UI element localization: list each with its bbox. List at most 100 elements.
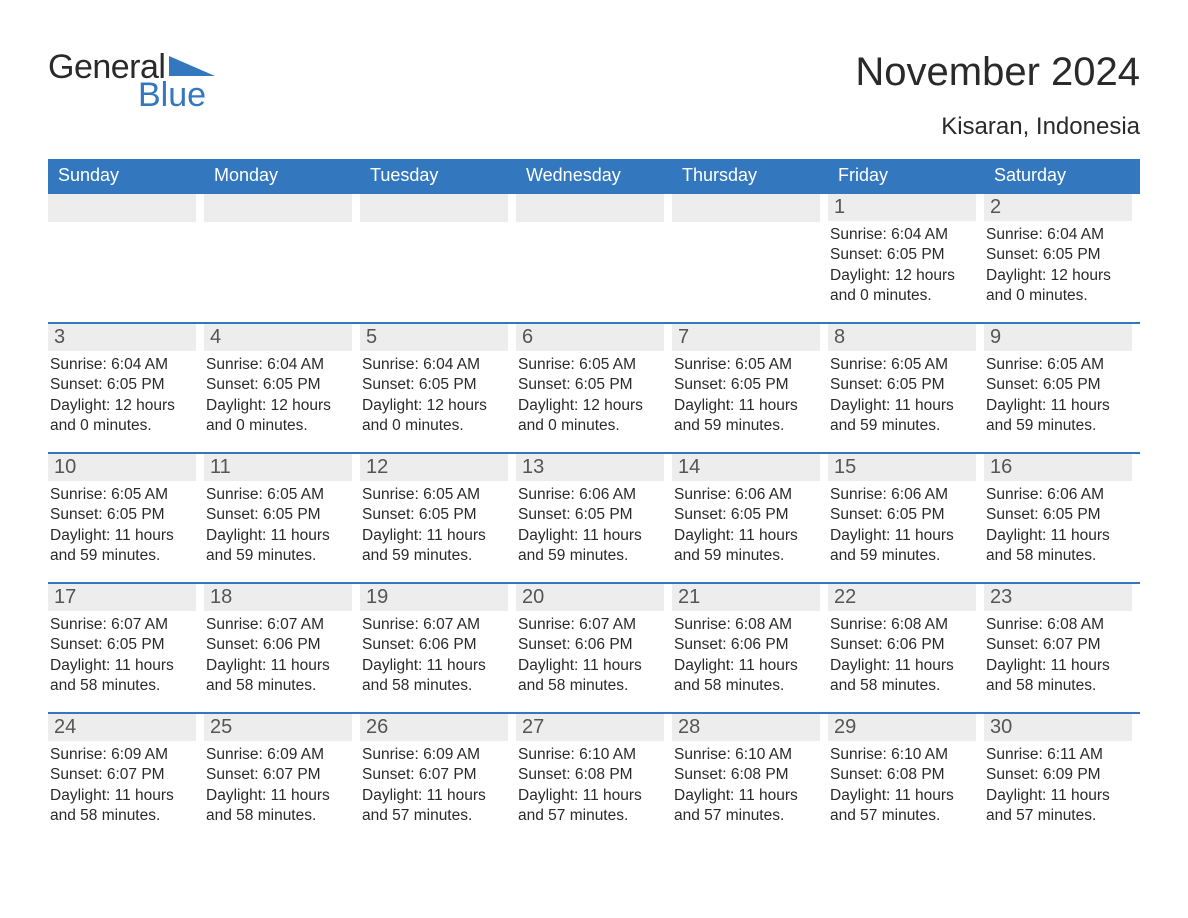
- sunset-line: Sunset: 6:05 PM: [830, 375, 974, 395]
- daylight-line: Daylight: 12 hours and 0 minutes.: [986, 266, 1130, 307]
- daylight-line: Daylight: 11 hours and 57 minutes.: [518, 786, 662, 827]
- sunset-line: Sunset: 6:08 PM: [830, 765, 974, 785]
- sunset-line: Sunset: 6:05 PM: [986, 245, 1130, 265]
- day-number-band: 17: [48, 584, 196, 611]
- day-details: Sunrise: 6:08 AMSunset: 6:07 PMDaylight:…: [984, 611, 1132, 697]
- sunset-line: Sunset: 6:06 PM: [362, 635, 506, 655]
- day-cell: [360, 194, 516, 322]
- day-number: 3: [54, 326, 65, 348]
- day-number-band: 10: [48, 454, 196, 481]
- day-cell: 24Sunrise: 6:09 AMSunset: 6:07 PMDayligh…: [48, 714, 204, 842]
- day-number: 9: [990, 326, 1001, 348]
- sunset-line: Sunset: 6:06 PM: [674, 635, 818, 655]
- sunrise-line: Sunrise: 6:11 AM: [986, 745, 1130, 765]
- day-cell: 15Sunrise: 6:06 AMSunset: 6:05 PMDayligh…: [828, 454, 984, 582]
- day-details: Sunrise: 6:07 AMSunset: 6:06 PMDaylight:…: [516, 611, 664, 697]
- daylight-line: Daylight: 11 hours and 58 minutes.: [986, 656, 1130, 697]
- sunrise-line: Sunrise: 6:09 AM: [362, 745, 506, 765]
- weeks-container: 1Sunrise: 6:04 AMSunset: 6:05 PMDaylight…: [48, 192, 1140, 842]
- sunrise-line: Sunrise: 6:07 AM: [206, 615, 350, 635]
- daylight-line: Daylight: 11 hours and 59 minutes.: [518, 526, 662, 567]
- sunrise-line: Sunrise: 6:05 AM: [674, 355, 818, 375]
- sunrise-line: Sunrise: 6:10 AM: [518, 745, 662, 765]
- sunset-line: Sunset: 6:06 PM: [206, 635, 350, 655]
- calendar: SundayMondayTuesdayWednesdayThursdayFrid…: [48, 159, 1140, 842]
- sunset-line: Sunset: 6:05 PM: [986, 375, 1130, 395]
- daylight-line: Daylight: 11 hours and 58 minutes.: [830, 656, 974, 697]
- day-number: 5: [366, 326, 377, 348]
- day-details: Sunrise: 6:05 AMSunset: 6:05 PMDaylight:…: [48, 481, 196, 567]
- day-cell: [204, 194, 360, 322]
- sunrise-line: Sunrise: 6:05 AM: [518, 355, 662, 375]
- sunset-line: Sunset: 6:05 PM: [986, 505, 1130, 525]
- empty-day-band: [204, 194, 352, 222]
- daylight-line: Daylight: 12 hours and 0 minutes.: [362, 396, 506, 437]
- day-number-band: 14: [672, 454, 820, 481]
- day-details: Sunrise: 6:09 AMSunset: 6:07 PMDaylight:…: [204, 741, 352, 827]
- day-number: 27: [522, 716, 544, 738]
- daylight-line: Daylight: 12 hours and 0 minutes.: [206, 396, 350, 437]
- sunrise-line: Sunrise: 6:06 AM: [674, 485, 818, 505]
- location: Kisaran, Indonesia: [855, 113, 1140, 141]
- day-details: Sunrise: 6:05 AMSunset: 6:05 PMDaylight:…: [984, 351, 1132, 437]
- sunset-line: Sunset: 6:05 PM: [50, 505, 194, 525]
- day-number: 23: [990, 586, 1012, 608]
- day-number: 11: [210, 456, 231, 478]
- day-details: Sunrise: 6:10 AMSunset: 6:08 PMDaylight:…: [672, 741, 820, 827]
- sunrise-line: Sunrise: 6:04 AM: [986, 225, 1130, 245]
- day-number-band: 19: [360, 584, 508, 611]
- day-number: 17: [54, 586, 76, 608]
- day-number: 16: [990, 456, 1012, 478]
- day-cell: 8Sunrise: 6:05 AMSunset: 6:05 PMDaylight…: [828, 324, 984, 452]
- sunset-line: Sunset: 6:07 PM: [986, 635, 1130, 655]
- day-cell: 27 Sunrise: 6:10 AMSunset: 6:08 PMDayligh…: [516, 714, 672, 842]
- day-cell: 3Sunrise: 6:04 AMSunset: 6:05 PMDaylight…: [48, 324, 204, 452]
- sunrise-line: Sunrise: 6:05 AM: [50, 485, 194, 505]
- sunrise-line: Sunrise: 6:04 AM: [206, 355, 350, 375]
- sunrise-line: Sunrise: 6:07 AM: [518, 615, 662, 635]
- day-details: Sunrise: 6:04 AMSunset: 6:05 PMDaylight:…: [828, 221, 976, 307]
- calendar-page: General Blue November 2024 Kisaran, Indo…: [0, 0, 1188, 918]
- sunrise-line: Sunrise: 6:08 AM: [986, 615, 1130, 635]
- daylight-line: Daylight: 11 hours and 57 minutes.: [830, 786, 974, 827]
- day-cell: 26Sunrise: 6:09 AMSunset: 6:07 PMDayligh…: [360, 714, 516, 842]
- day-number: 1: [834, 196, 845, 218]
- day-cell: 10Sunrise: 6:05 AMSunset: 6:05 PMDayligh…: [48, 454, 204, 582]
- day-number-band: 29: [828, 714, 976, 741]
- daylight-line: Daylight: 12 hours and 0 minutes.: [830, 266, 974, 307]
- day-number-band: 9: [984, 324, 1132, 351]
- sunset-line: Sunset: 6:08 PM: [674, 765, 818, 785]
- day-number-band: 3: [48, 324, 196, 351]
- day-cell: 19Sunrise: 6:07 AMSunset: 6:06 PMDayligh…: [360, 584, 516, 712]
- day-cell: [48, 194, 204, 322]
- sunrise-line: Sunrise: 6:06 AM: [830, 485, 974, 505]
- daylight-line: Daylight: 11 hours and 57 minutes.: [362, 786, 506, 827]
- sunset-line: Sunset: 6:05 PM: [518, 375, 662, 395]
- daylight-line: Daylight: 11 hours and 59 minutes.: [362, 526, 506, 567]
- day-cell: 21Sunrise: 6:08 AMSunset: 6:06 PMDayligh…: [672, 584, 828, 712]
- daylight-line: Daylight: 11 hours and 59 minutes.: [674, 526, 818, 567]
- sunrise-line: Sunrise: 6:05 AM: [986, 355, 1130, 375]
- day-details: Sunrise: 6:05 AMSunset: 6:05 PMDaylight:…: [828, 351, 976, 437]
- day-cell: 14Sunrise: 6:06 AMSunset: 6:05 PMDayligh…: [672, 454, 828, 582]
- sunrise-line: Sunrise: 6:04 AM: [830, 225, 974, 245]
- day-cell: 17Sunrise: 6:07 AMSunset: 6:05 PMDayligh…: [48, 584, 204, 712]
- sunset-line: Sunset: 6:05 PM: [830, 245, 974, 265]
- daylight-line: Daylight: 11 hours and 59 minutes.: [50, 526, 194, 567]
- day-number: 4: [210, 326, 221, 348]
- daylight-line: Daylight: 11 hours and 57 minutes.: [674, 786, 818, 827]
- day-number-band: 13: [516, 454, 664, 481]
- empty-day-band: [360, 194, 508, 222]
- sunset-line: Sunset: 6:07 PM: [50, 765, 194, 785]
- day-details: Sunrise: 6:10 AMSunset: 6:08 PMDaylight:…: [516, 741, 664, 827]
- header: General Blue November 2024 Kisaran, Indo…: [48, 50, 1140, 141]
- daylight-line: Daylight: 11 hours and 58 minutes.: [50, 786, 194, 827]
- day-cell: 1 Sunrise: 6:04 AMSunset: 6:05 PMDaylight…: [828, 194, 984, 322]
- day-number-band: 21: [672, 584, 820, 611]
- daylight-line: Daylight: 11 hours and 59 minutes.: [674, 396, 818, 437]
- day-number-band: 5: [360, 324, 508, 351]
- daylight-line: Daylight: 11 hours and 58 minutes.: [674, 656, 818, 697]
- daylight-line: Daylight: 11 hours and 58 minutes.: [986, 526, 1130, 567]
- day-cell: 18Sunrise: 6:07 AMSunset: 6:06 PMDayligh…: [204, 584, 360, 712]
- day-number: 15: [834, 456, 856, 478]
